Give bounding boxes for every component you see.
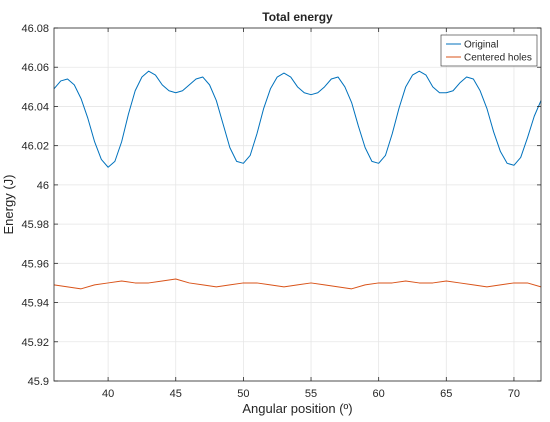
y-axis-label: Energy (J)	[1, 175, 16, 235]
x-tick-label: 65	[440, 388, 452, 400]
y-tick-label: 46.04	[21, 101, 49, 113]
y-tick-label: 45.98	[21, 219, 49, 231]
y-tick-label: 45.9	[28, 376, 49, 388]
y-tick-label: 46.02	[21, 141, 49, 153]
x-axis-label: Angular position (º)	[242, 401, 352, 416]
y-tick-label: 46.08	[21, 23, 49, 35]
y-tick-label: 45.92	[21, 337, 49, 349]
y-tick-label: 45.94	[21, 298, 49, 310]
legend: Original Centered holes	[440, 34, 538, 67]
y-tick-label: 45.96	[21, 258, 49, 270]
series-layer	[53, 70, 542, 290]
plot-area	[54, 28, 541, 381]
series-line-original	[53, 70, 542, 168]
legend-entry-label: Original	[464, 40, 498, 51]
axis-ticks: 40 45 50 55 60 65 70 45.9 45.92 45.94 45.96 45.98 46…	[21, 23, 541, 400]
x-tick-label: 45	[170, 388, 182, 400]
x-tick-label: 50	[237, 388, 249, 400]
x-tick-label: 55	[305, 388, 317, 400]
x-tick-label: 70	[508, 388, 520, 400]
x-tick-label: 60	[373, 388, 385, 400]
series-line-centered-holes	[53, 278, 542, 290]
legend-box	[440, 34, 538, 67]
x-tick-label: 40	[102, 388, 114, 400]
plot-frame	[53, 27, 542, 382]
y-tick-label: 46	[37, 180, 49, 192]
y-tick-label: 46.06	[21, 62, 49, 74]
legend-entry-label: Centered holes	[464, 53, 532, 64]
chart-title: Total energy	[262, 10, 333, 24]
